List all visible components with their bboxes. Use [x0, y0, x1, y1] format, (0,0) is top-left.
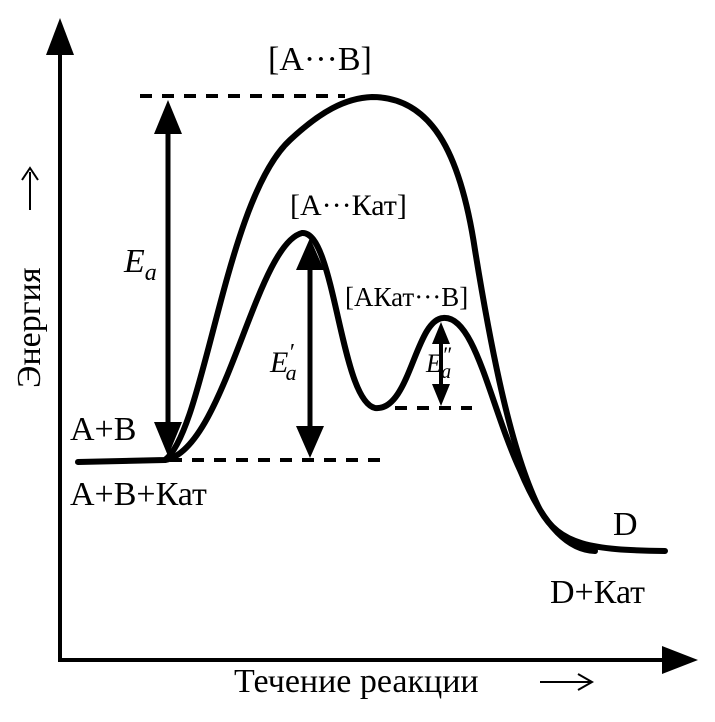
ea-subscript: a [145, 260, 157, 286]
product-label: D [613, 506, 638, 543]
ea-arrow-head-bottom [154, 422, 182, 456]
transition-state-catalyst-2: [AКат···B] [345, 282, 468, 312]
x-axis-arrowhead [662, 646, 698, 674]
ea-arrow-head-top [154, 100, 182, 134]
y-axis-label: Энергия [11, 267, 48, 388]
ea-prime-symbol: E [269, 346, 288, 379]
product-catalyst-label: D+Кат [550, 574, 645, 611]
catalyzed-curve [162, 230, 598, 554]
ea-double-prime-arrow-head-top [432, 322, 450, 344]
axes [46, 18, 698, 674]
ea-prime-mark: ′ [288, 340, 294, 366]
ea-double-prime-mark: ″ [442, 342, 452, 367]
ea-prime-arrow-head-bottom [296, 426, 324, 458]
ea-symbol: E [123, 243, 145, 280]
reactants-catalyst-label: A+B+Кат [70, 476, 207, 513]
y-axis-direction-arrowhead-icon [21, 166, 39, 181]
transition-state-uncatalyzed: [A···B] [268, 41, 372, 78]
ea-prime-subscript: a [286, 360, 297, 385]
ea-double-prime-subscript: a [441, 361, 451, 383]
reactants-label: A+B [70, 411, 136, 448]
ea-double-prime-symbol: E [425, 349, 442, 378]
ea-double-prime-label: E″ a [425, 342, 452, 383]
x-axis-direction-arrowhead-icon [577, 673, 595, 691]
x-axis-label: Течение реакции [234, 663, 479, 700]
transition-state-catalyst-1: [A···Кат] [290, 189, 407, 222]
ea-double-prime-arrow-head-bottom [432, 384, 450, 406]
ea-label: Ea [123, 243, 157, 286]
ea-prime-arrow-head-top [296, 238, 324, 270]
y-axis-arrowhead [46, 18, 74, 55]
ea-prime-label: E′ a [269, 340, 297, 385]
x-axis-label-group: Течение реакции [234, 663, 595, 700]
y-axis-label-group: Энергия [11, 166, 48, 388]
activation-arrows [154, 100, 450, 458]
